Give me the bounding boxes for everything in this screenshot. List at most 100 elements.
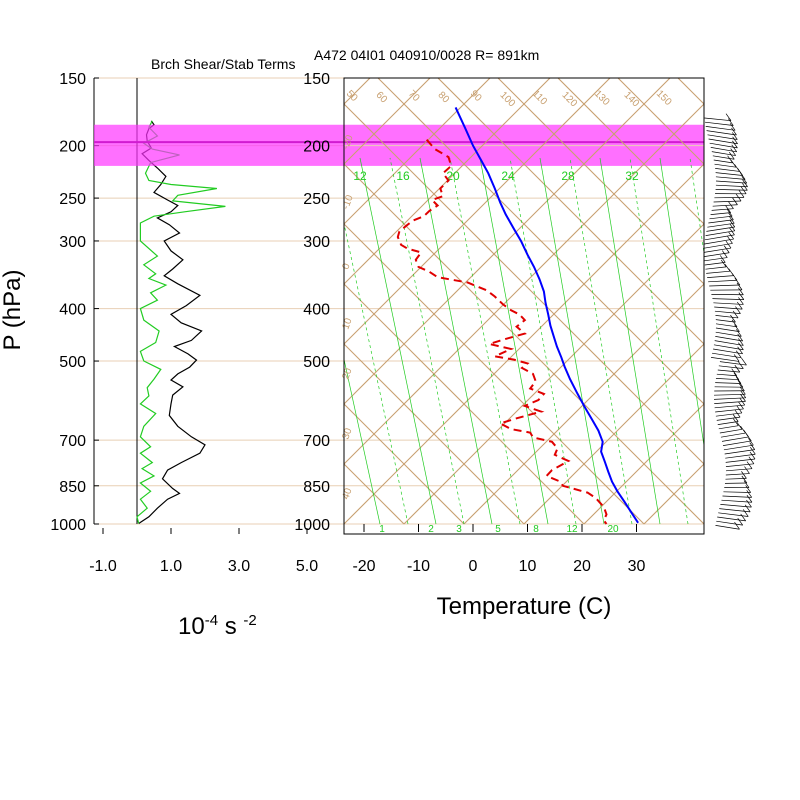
wind-barb-flag — [734, 522, 740, 530]
mixing-ratio-lower-label: 20 — [607, 524, 619, 535]
wind-barb-flag — [733, 418, 739, 426]
wind-barb-flag — [734, 324, 740, 332]
left-x-tick-label: 3.0 — [228, 558, 250, 575]
wind-barb-flag — [728, 216, 735, 224]
wind-barb-shaft — [716, 416, 741, 421]
mixing-ratio-line — [344, 357, 381, 525]
wind-barb-shaft — [704, 257, 728, 262]
mixing-ratio-lower-label: 8 — [533, 524, 539, 535]
wind-barb-shaft — [714, 404, 745, 409]
wind-barb-shaft — [713, 159, 733, 164]
wind-barbs — [703, 113, 756, 530]
wind-barb-shaft — [720, 432, 746, 438]
wind-barb-shaft — [725, 453, 756, 459]
wind-barb-shaft — [718, 365, 744, 369]
wind-barb-shaft — [704, 234, 735, 241]
isotherm-line — [344, 103, 704, 465]
wind-barb-shaft — [713, 344, 744, 351]
mixing-ratio-line — [509, 157, 577, 525]
wind-barb-shaft — [709, 142, 738, 149]
wind-barb-flag — [750, 447, 756, 455]
wind-barb-shaft — [704, 262, 726, 266]
wind-barb-shaft — [718, 425, 739, 430]
wind-barb-shaft — [707, 134, 738, 140]
wind-barb-shaft — [725, 458, 756, 463]
wind-barb-shaft — [711, 208, 734, 211]
right-x-tick-label: -10 — [407, 558, 430, 575]
right-plot-frame — [343, 77, 705, 535]
wind-barb-flag — [735, 376, 742, 384]
wind-barb-flag — [731, 127, 737, 136]
wind-barb-shaft — [712, 298, 744, 300]
wind-barb-shaft — [723, 444, 754, 451]
temperature-line — [454, 106, 639, 524]
wind-barb-flag — [736, 422, 743, 430]
left-y-tick-label: 400 — [59, 302, 86, 319]
wind-barb-shaft — [710, 212, 731, 215]
wind-barb-shaft — [715, 408, 744, 413]
dry-adiabat-line — [497, 78, 704, 285]
adiabat-label: 90 — [468, 88, 484, 104]
wind-barb-shaft — [714, 163, 737, 168]
wind-barb-shaft — [715, 189, 748, 191]
isotherm-line — [344, 78, 431, 165]
mixing-ratio-line — [449, 157, 521, 525]
isotherm-line — [403, 223, 704, 525]
left-y-tick-label: 300 — [59, 234, 86, 251]
wind-barb-flag — [729, 123, 736, 131]
wind-barb-flag — [719, 255, 726, 263]
wind-barb-shaft — [715, 378, 739, 381]
wind-barb-shaft — [707, 275, 734, 278]
adiabat-label: 80 — [435, 90, 451, 106]
wind-barb-flag — [746, 433, 752, 442]
wind-barb-flag — [732, 310, 739, 319]
left-x-tick-label: -1.0 — [89, 558, 117, 575]
wind-barb-flag — [734, 277, 741, 286]
dry-adiabat-line — [344, 223, 645, 525]
adiabat-label: 110 — [530, 88, 549, 107]
mixing-ratio-line — [689, 157, 704, 256]
mixing-ratio-lower-label: 2 — [428, 524, 434, 535]
wind-barb-shaft — [705, 266, 727, 270]
wind-barb-flag — [741, 357, 747, 366]
wind-barb-shaft — [706, 270, 731, 274]
wind-barb-flag — [728, 152, 735, 160]
right-x-tick-label: 10 — [519, 558, 537, 575]
dry-adiabat-line — [344, 163, 704, 525]
wind-barb-shaft — [709, 284, 740, 287]
mixing-ratio-line — [359, 157, 437, 525]
dry-adiabat-line — [344, 283, 585, 525]
wind-barb-flag — [739, 172, 746, 180]
wind-barb-flag — [744, 466, 750, 474]
wind-barb-shaft — [708, 279, 738, 283]
wind-barb-flag — [737, 379, 744, 388]
stability-term-line — [136, 120, 226, 524]
wind-barb-flag — [729, 227, 735, 236]
shear-term-line — [138, 120, 206, 525]
wind-barb-flag — [729, 219, 736, 228]
wind-barb-shaft — [725, 473, 750, 476]
isotherm-side-label: 30 — [340, 426, 354, 441]
left-axis-ticks: 150 200 250 300 400 500 700 850 1000 -1.0 1.0 3.0 5.… — [50, 71, 318, 575]
left-y-tick-label: 200 — [59, 139, 86, 156]
wind-barb-shaft — [721, 499, 752, 503]
wind-barb-flag — [723, 245, 730, 253]
wind-barb-flag — [733, 354, 740, 362]
wind-barb-flag — [746, 499, 752, 508]
wind-barb-flag — [735, 193, 742, 202]
isotherm-side-label: -10 — [340, 193, 355, 211]
wind-barb-flag — [740, 186, 747, 194]
wind-barb-shaft — [706, 130, 737, 136]
wind-barb-flag — [730, 314, 736, 323]
wind-barb-flag — [738, 297, 744, 305]
wind-barb-flag — [725, 113, 732, 121]
left-y-tick-label: 500 — [59, 354, 86, 371]
wind-barb-shaft — [714, 340, 744, 346]
wind-barb-flag — [728, 212, 734, 220]
isotherm-line — [344, 78, 611, 345]
wind-barb-shaft — [715, 319, 736, 323]
right-x-tick-label: -20 — [352, 558, 375, 575]
isotherm-line — [344, 78, 671, 405]
adiabat-label: 140 — [621, 90, 641, 110]
